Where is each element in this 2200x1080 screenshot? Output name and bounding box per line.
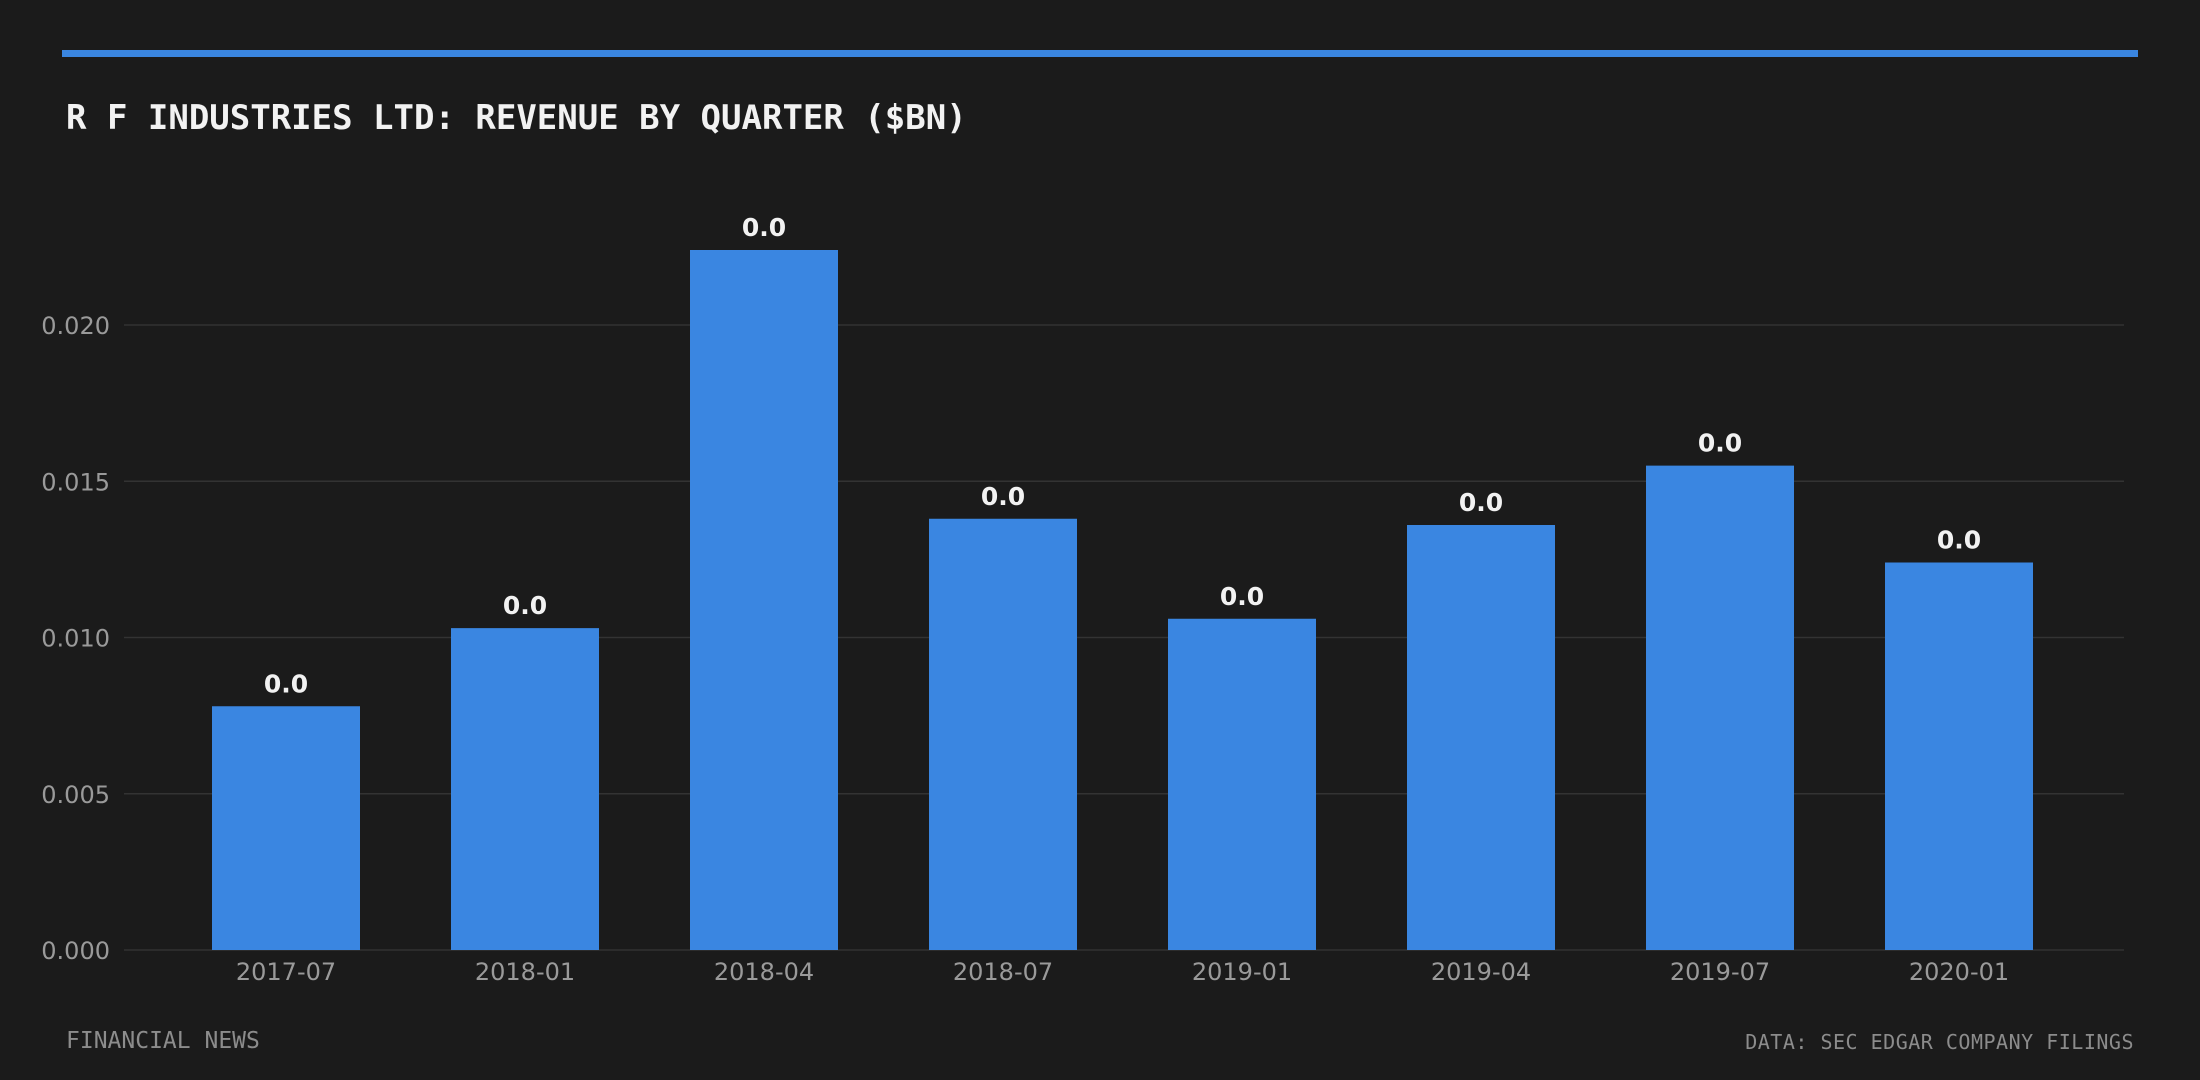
bar-value-label: 0.0 — [1459, 488, 1503, 517]
x-tick-label: 2019-04 — [1431, 958, 1531, 986]
bar-value-labels: 0.0 0.0 0.0 0.0 0.0 0.0 0.0 0.0 — [264, 213, 1981, 698]
bars — [212, 250, 2033, 950]
bar-value-label: 0.0 — [742, 213, 786, 242]
bar-value-label: 0.0 — [1220, 582, 1264, 611]
bar-value-label: 0.0 — [981, 482, 1025, 511]
y-tick-label: 0.020 — [41, 312, 110, 340]
x-tick-label: 2019-01 — [1192, 958, 1292, 986]
bar — [1885, 562, 2033, 950]
x-tick-label: 2018-01 — [475, 958, 575, 986]
x-axis-ticks: 2017-07 2018-01 2018-04 2018-07 2019-01 2019-… — [236, 958, 2009, 986]
y-tick-label: 0.005 — [41, 781, 110, 809]
y-tick-label: 0.015 — [41, 468, 110, 496]
x-tick-label: 2020-01 — [1909, 958, 2009, 986]
grid-lines — [124, 324, 2124, 951]
bar-value-label: 0.0 — [503, 591, 547, 620]
bar — [1168, 618, 1316, 950]
x-tick-label: 2019-07 — [1670, 958, 1770, 986]
x-tick-label: 2018-07 — [953, 958, 1053, 986]
bar-value-label: 0.0 — [264, 669, 308, 698]
accent-bar — [62, 50, 2138, 57]
bar — [1646, 465, 1794, 950]
bar — [929, 518, 1077, 950]
bar — [212, 706, 360, 950]
bar-value-label: 0.0 — [1937, 526, 1981, 555]
bar — [1407, 525, 1555, 950]
footer-brand: FINANCIAL NEWS — [66, 1028, 260, 1054]
footer-data-source: DATA: SEC EDGAR COMPANY FILINGS — [1745, 1030, 2134, 1054]
bar — [690, 250, 838, 950]
x-tick-label: 2018-04 — [714, 958, 814, 986]
x-tick-label: 2017-07 — [236, 958, 336, 986]
bar-value-label: 0.0 — [1698, 429, 1742, 458]
y-tick-label: 0.010 — [41, 625, 110, 653]
y-tick-label: 0.000 — [41, 937, 110, 965]
chart-title: R F INDUSTRIES LTD: REVENUE BY QUARTER (… — [66, 98, 967, 138]
bar — [451, 628, 599, 950]
y-axis-ticks: 0.000 0.005 0.010 0.015 0.020 — [41, 312, 110, 965]
